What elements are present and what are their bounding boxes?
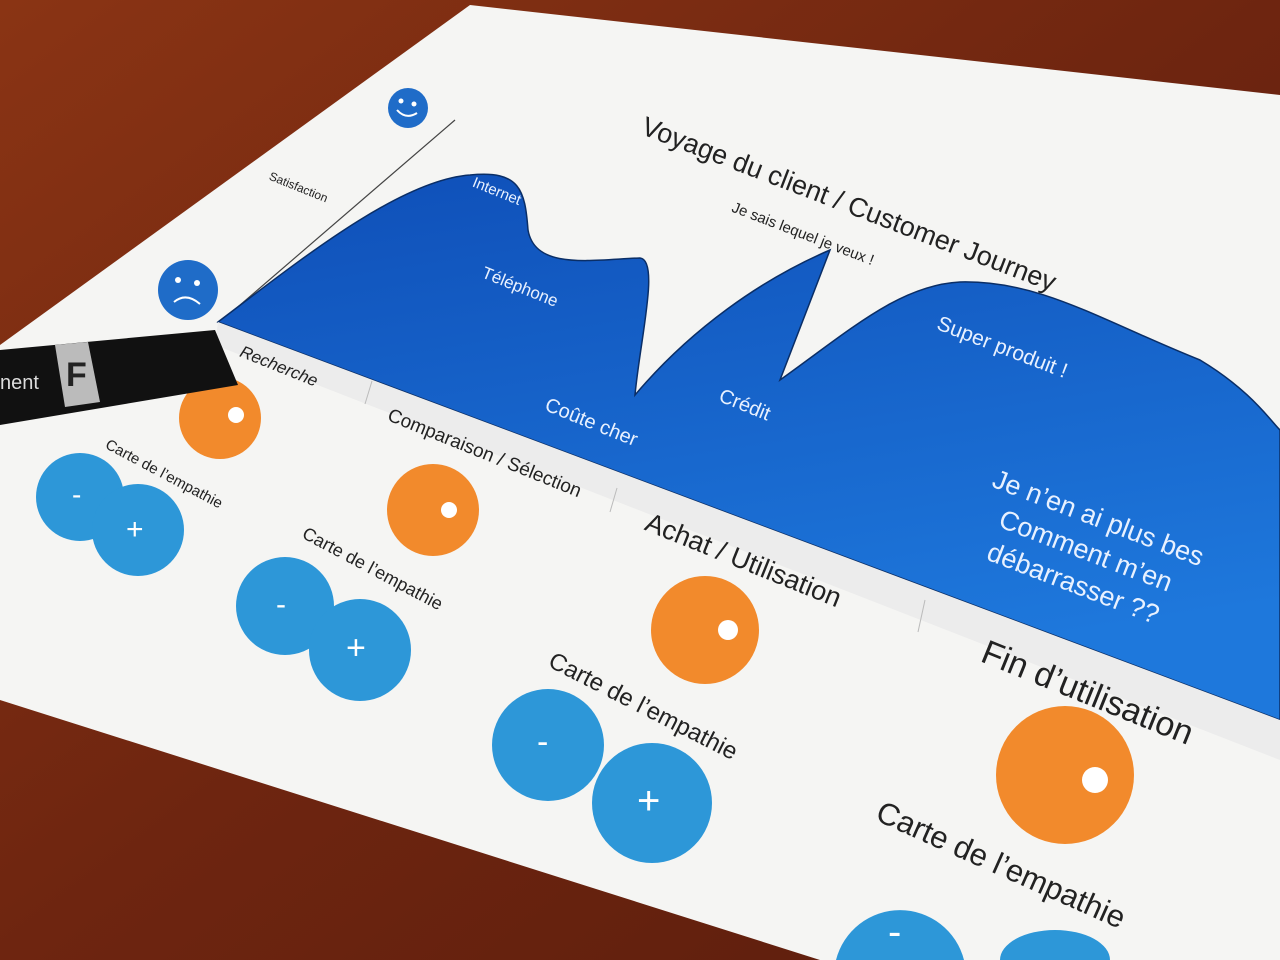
marker-letter: F	[66, 356, 87, 394]
minus-sticker	[236, 557, 334, 655]
minus-sticker	[492, 689, 604, 801]
stage-divider	[917, 599, 926, 633]
plus-sign: +	[126, 513, 144, 546]
sad-face-icon	[158, 260, 218, 320]
plus-sign: +	[637, 779, 661, 823]
orange-smiley-sticker	[651, 576, 759, 684]
plus-sticker	[592, 743, 712, 863]
stage-divider	[364, 380, 373, 405]
happy-face-icon	[388, 88, 428, 128]
minus-sign: -	[888, 910, 902, 954]
minus-sign: -	[72, 479, 82, 510]
orange-smiley-sticker	[996, 706, 1134, 844]
minus-sign: -	[276, 588, 286, 621]
plus-sticker	[1000, 930, 1110, 960]
minus-sticker	[836, 910, 964, 960]
satisfaction-area	[216, 173, 1280, 721]
y-axis	[231, 119, 456, 313]
marker-pen	[0, 330, 238, 425]
plus-sticker	[309, 599, 411, 701]
minus-sign: -	[537, 723, 549, 761]
stage-band	[215, 322, 1280, 760]
stage-divider	[609, 487, 618, 513]
marker-text: nent	[0, 372, 39, 394]
orange-smiley-sticker	[387, 464, 479, 556]
plus-sign: +	[346, 629, 366, 667]
orange-smiley-sticker	[179, 377, 261, 459]
plus-sticker	[92, 484, 184, 576]
